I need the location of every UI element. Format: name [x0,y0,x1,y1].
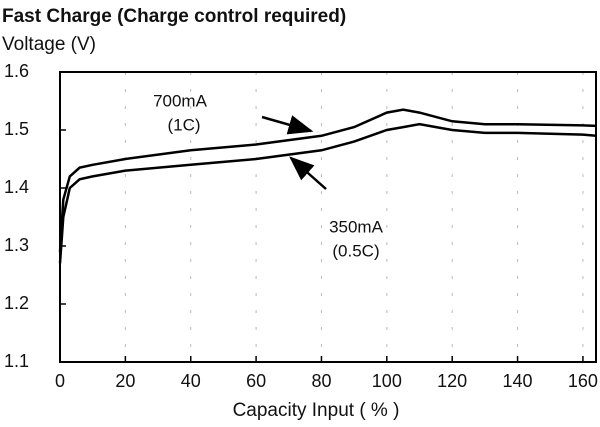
x-tick-label: 140 [503,371,533,391]
plot-frame [59,71,597,363]
y-axis-label: Voltage (V) [2,34,96,55]
x-tick-label: 120 [437,371,467,391]
x-tick-label: 60 [246,371,266,391]
y-tick-label: 1.3 [4,235,29,255]
x-tick-label: 20 [115,371,135,391]
annotation: 700mA [153,91,208,110]
x-tick-label: 0 [55,371,65,391]
y-tick-label: 1.5 [4,119,29,139]
y-tick-label: 1.1 [4,351,29,371]
annotation: 350mA [329,217,384,236]
line [58,108,597,252]
x-tick-label: 80 [311,371,331,391]
annotation: (1C) [167,115,200,134]
y-tick-label: 1.6 [4,61,29,81]
arrow [289,156,327,190]
chart-title: Fast Charge (Charge control required) [2,6,346,27]
x-axis-label: Capacity Input ( % ) [233,400,400,421]
annotation: (0.5C) [332,241,379,260]
x-tick-label: 100 [372,371,402,391]
y-tick-label: 1.2 [4,293,29,313]
x-tick-label: 160 [568,371,598,391]
y-tick-label: 1.4 [4,177,29,197]
arrow [261,115,314,135]
x-tick-label: 40 [181,371,201,391]
line [58,122,597,264]
